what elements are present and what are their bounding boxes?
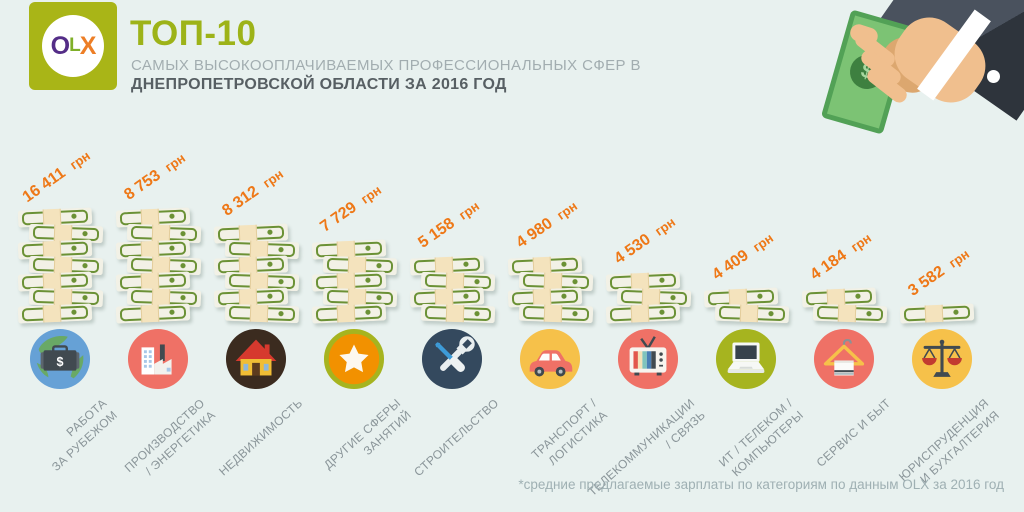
bundle-pile	[801, 287, 888, 324]
salary-value: 4 980грн	[513, 197, 581, 252]
category-column: 4 409грн ИТ / ТЕЛЕКОМ / КОМПЬЮТЕРЫ	[697, 0, 806, 512]
salary-value: 8 312грн	[219, 165, 287, 220]
money-bundle	[812, 303, 888, 324]
money-stack: 4 530грн	[605, 214, 692, 324]
logo-letter: O	[50, 31, 70, 60]
salary-value: 5 158грн	[415, 197, 483, 252]
page-subtitle: САМЫХ ВЫСОКООПЛАЧИВАЕМЫХ ПРОФЕССИОНАЛЬНЫ…	[131, 57, 641, 74]
footnote: *средние предлагаемые зарплаты по катего…	[518, 477, 1004, 492]
salary-value: 3 582грн	[905, 245, 973, 300]
salary-number: 8 753	[121, 166, 164, 204]
cuff-button-shape	[987, 70, 1000, 83]
money-stack: 4 980грн	[507, 198, 594, 324]
hand-with-money-illustration	[794, 0, 1024, 160]
salary-number: 4 184	[807, 246, 850, 284]
svg-text:$: $	[57, 355, 64, 369]
salary-value: 7 729грн	[317, 181, 385, 236]
hanger-icon	[813, 328, 875, 390]
category-column: 7 729грн ДРУГИЕ СФЕРЫ ЗАНЯТИЙ	[305, 0, 414, 512]
money-stack: 16 411грн	[17, 148, 104, 324]
category-column: 4 530грн ТЕЛЕКОММУНИКАЦИИ / СВЯЗЬ	[585, 0, 708, 512]
money-bundle	[17, 303, 93, 324]
salary-value: 4 409грн	[709, 229, 777, 284]
laptop-icon	[715, 328, 777, 390]
money-stack: 4 409грн	[703, 230, 790, 324]
salary-number: 4 530	[611, 230, 654, 268]
salary-number: 7 729	[317, 198, 360, 236]
category-column: 4 184грн СЕРВИС И БЫТ	[795, 0, 893, 512]
logo-letter: L	[69, 35, 81, 56]
tv-icon	[617, 328, 679, 390]
money-bundle	[224, 303, 300, 324]
money-bundle	[899, 303, 975, 324]
bundle-pile	[17, 207, 104, 324]
salary-unit: грн	[357, 182, 384, 207]
money-bundle	[518, 303, 594, 324]
category-column: 16 411грн $ РАБОТА ЗА РУБЕЖОМ	[11, 0, 120, 512]
bundle-pile	[311, 239, 398, 324]
salary-unit: грн	[651, 214, 678, 239]
bundle-pile	[899, 303, 979, 324]
house-icon	[225, 328, 287, 390]
star-icon	[323, 328, 385, 390]
salary-value: 8 753грн	[121, 149, 189, 204]
category-column: 5 158грн СТРОИТЕЛЬСТВО	[403, 0, 501, 512]
page-title: ТОП-10	[130, 14, 257, 53]
salary-unit: грн	[553, 198, 580, 223]
category-column: 8 753грн ПРОИЗВОДСТВО / ЭНЕРГЕТИКА	[109, 0, 218, 512]
page-subtitle-bold: ДНЕПРОПЕТРОВСКОЙ ОБЛАСТИ ЗА 2016 ГОД	[131, 76, 507, 93]
scales-icon	[911, 328, 973, 390]
salary-number: 8 312	[219, 182, 262, 220]
logo-letter: X	[79, 31, 97, 60]
salary-number: 4 409	[709, 246, 752, 284]
car-icon	[519, 328, 581, 390]
salary-value: 16 411грн	[20, 147, 94, 207]
salary-number: 16 411	[19, 164, 69, 207]
salary-unit: грн	[161, 150, 188, 175]
bundle-pile	[115, 207, 202, 324]
bundle-pile	[703, 287, 790, 324]
tools-icon	[421, 328, 483, 390]
salary-unit: грн	[945, 246, 972, 271]
factory-icon	[127, 328, 189, 390]
bundle-pile	[605, 271, 692, 324]
salary-number: 5 158	[415, 214, 458, 252]
globe-briefcase-icon: $	[29, 328, 91, 390]
money-bundle	[311, 303, 387, 324]
category-column: 8 312грн НЕДВИЖИМОСТЬ	[207, 0, 305, 512]
money-stack: 3 582грн	[899, 246, 979, 324]
salary-unit: грн	[847, 230, 874, 255]
money-stack: 8 312грн	[213, 166, 300, 324]
salary-unit: грн	[749, 230, 776, 255]
money-stack: 7 729грн	[311, 182, 398, 324]
salary-unit: грн	[259, 166, 286, 191]
money-bundle	[420, 303, 496, 324]
money-stack: 8 753грн	[115, 150, 202, 324]
money-bundle	[605, 303, 681, 324]
bundle-pile	[213, 223, 300, 324]
category-column: 4 980грн ТРАНСПОРТ / ЛОГИСТИКА	[501, 0, 610, 512]
salary-unit: грн	[455, 198, 482, 223]
money-stack: 4 184грн	[801, 230, 888, 324]
salary-value: 4 184грн	[807, 229, 875, 284]
money-bundle	[714, 303, 790, 324]
salary-number: 4 980	[513, 214, 556, 252]
salary-unit: грн	[66, 147, 93, 173]
bundle-pile	[507, 255, 594, 324]
money-bundle	[115, 303, 191, 324]
salary-number: 3 582	[905, 262, 948, 300]
bundle-pile	[409, 255, 496, 324]
category-column: 3 582грн ЮРИСПРУДЕНЦИЯ И БУХГАЛТЕРИЯ	[893, 0, 1002, 512]
salary-value: 4 530грн	[611, 213, 679, 268]
money-stack: 5 158грн	[409, 198, 496, 324]
